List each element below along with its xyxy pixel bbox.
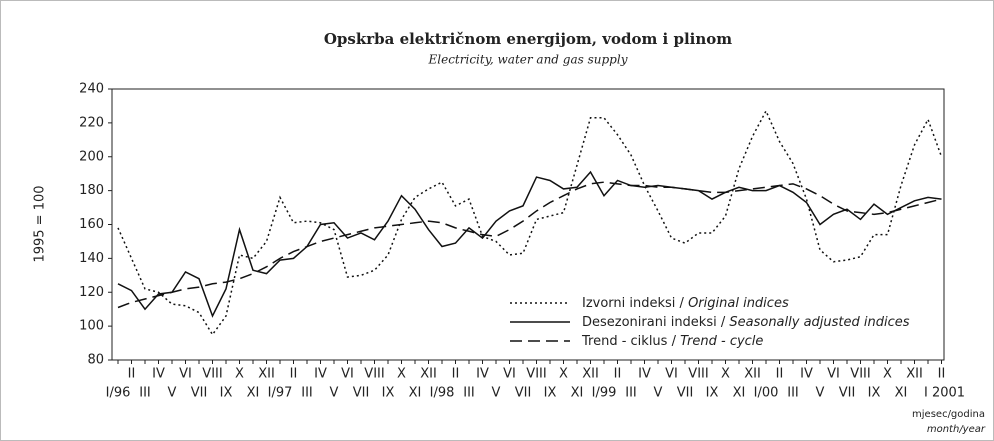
x-tick-label: XII xyxy=(258,367,275,382)
x-tick-label: X xyxy=(235,367,244,382)
x-tick-label: XI xyxy=(571,386,584,401)
x-tick-label: I/96 xyxy=(106,386,131,401)
x-tick-label: IV xyxy=(476,367,489,382)
x-tick-label: III xyxy=(787,386,799,401)
legend-label: Izvorni indeksi / Original indices xyxy=(582,296,789,311)
y-tick-label: 240 xyxy=(79,82,104,97)
x-tick-label: VI xyxy=(341,367,354,382)
x-tick-label: IV xyxy=(638,367,651,382)
x-tick-label: VII xyxy=(191,386,208,401)
x-tick-label: V xyxy=(654,386,663,401)
series-line xyxy=(117,181,942,309)
x-tick-label: IV xyxy=(800,367,813,382)
x-tick-label: VIII xyxy=(850,367,870,382)
x-tick-label: III xyxy=(301,386,313,401)
y-tick-label: 140 xyxy=(79,251,104,266)
x-tick-label: V xyxy=(816,386,825,401)
x-tick-label: VIII xyxy=(688,367,708,382)
y-tick-label: 200 xyxy=(79,149,104,164)
y-axis-label: 1995 = 100 xyxy=(33,185,48,262)
x-tick-label: VI xyxy=(827,367,840,382)
y-tick-label: 100 xyxy=(79,319,104,334)
x-tick-label: II xyxy=(290,367,298,382)
x-tick-label: X xyxy=(397,367,406,382)
x-tick-label: IX xyxy=(220,386,233,401)
x-tick-label: I/98 xyxy=(430,386,455,401)
series-line xyxy=(117,170,942,318)
x-tick-label: XI xyxy=(409,386,422,401)
x-tick-label: II xyxy=(614,367,622,382)
x-tick-label: X xyxy=(883,367,892,382)
y-tick-label: 80 xyxy=(87,353,104,368)
y-tick-label: 160 xyxy=(79,217,104,232)
x-tick-label: VI xyxy=(503,367,516,382)
x-tick-label: II xyxy=(128,367,136,382)
chart-title: Opskrba električnom energijom, vodom i p… xyxy=(324,30,732,48)
x-tick-label: VII xyxy=(839,386,856,401)
x-tick-label: I/99 xyxy=(592,386,617,401)
x-tick-label: XII xyxy=(744,367,761,382)
x-tick-label: XI xyxy=(895,386,908,401)
x-tick-label: VII xyxy=(515,386,532,401)
x-tick-label: V xyxy=(168,386,177,401)
x-tick-label: VIII xyxy=(526,367,546,382)
x-tick-label: X xyxy=(721,367,730,382)
x-tick-label: IX xyxy=(382,386,395,401)
legend-label: Desezonirani indeksi / Seasonally adjust… xyxy=(582,315,910,330)
x-tick-label: II xyxy=(452,367,460,382)
x-tick-label: XII xyxy=(420,367,437,382)
x-tick-label: I/00 xyxy=(754,386,779,401)
x-tick-label: II xyxy=(938,367,946,382)
x-tick-label: II xyxy=(776,367,784,382)
x-tick-label: III xyxy=(625,386,637,401)
x-tick-label: III xyxy=(463,386,475,401)
x-tick-label: I/97 xyxy=(268,386,293,401)
x-tick-label: XII xyxy=(582,367,599,382)
x-tick-label: VII xyxy=(353,386,370,401)
x-tick-label: X xyxy=(559,367,568,382)
x-tick-label: IX xyxy=(868,386,881,401)
legend-label: Trend - ciklus / Trend - cycle xyxy=(581,334,763,349)
x-tick-label: VIII xyxy=(364,367,384,382)
y-tick-label: 220 xyxy=(79,115,104,130)
x-tick-label: XI xyxy=(247,386,260,401)
x-tick-label: VI xyxy=(179,367,192,382)
chart-subtitle: Electricity, water and gas supply xyxy=(428,53,628,67)
x-tick-label: V xyxy=(330,386,339,401)
x-tick-label: XI xyxy=(733,386,746,401)
series-line xyxy=(117,109,943,336)
y-tick-label: 120 xyxy=(79,285,104,300)
x-tick-label: V xyxy=(492,386,501,401)
x-tick-label: XII xyxy=(906,367,923,382)
x-tick-label: VIII xyxy=(202,367,222,382)
x-axis-label-en: month/year xyxy=(927,424,986,435)
x-tick-label: III xyxy=(139,386,151,401)
x-tick-label: VI xyxy=(665,367,678,382)
x-tick-label: IV xyxy=(152,367,165,382)
x-tick-label: VII xyxy=(677,386,694,401)
y-tick-label: 180 xyxy=(79,183,104,198)
x-tick-label: IV xyxy=(314,367,327,382)
x-tick-label: IX xyxy=(544,386,557,401)
x-axis-label: mjesec/godina xyxy=(912,409,985,420)
x-tick-label: I 2001 xyxy=(924,386,965,401)
x-tick-label: IX xyxy=(706,386,719,401)
